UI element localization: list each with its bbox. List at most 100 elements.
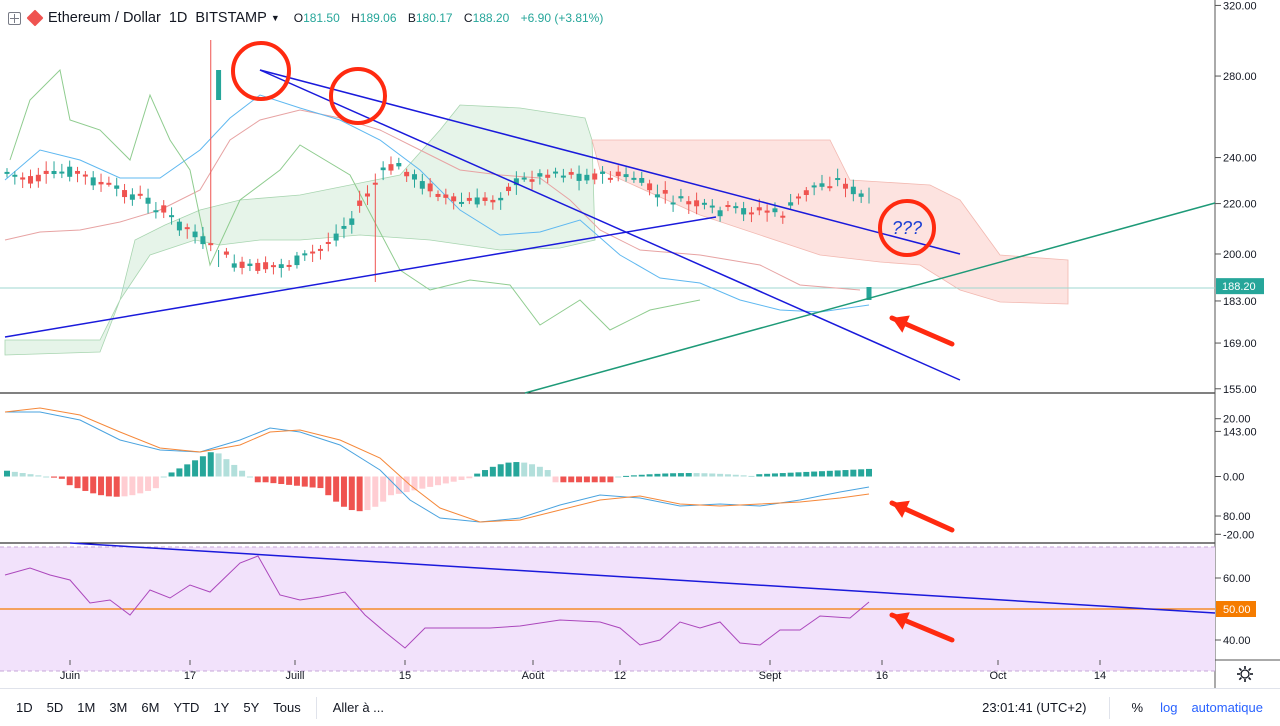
macd-histogram-bar <box>239 470 246 477</box>
macd-histogram-bar <box>811 471 818 477</box>
time-tick-label: Oct <box>989 670 1006 682</box>
candle-body <box>51 171 57 175</box>
macd-histogram-bar <box>599 476 606 483</box>
macd-histogram-bar <box>740 475 747 477</box>
macd-histogram-bar <box>270 476 277 484</box>
price-axis[interactable]: 400.00360.00320.00280.00240.00220.00200.… <box>1215 0 1264 647</box>
log-scale-toggle[interactable]: log <box>1160 700 1178 715</box>
candle-body <box>153 210 159 213</box>
candle-body <box>231 263 237 268</box>
candle-body <box>615 171 621 177</box>
macd-histogram-bar <box>121 476 128 497</box>
price-candles <box>4 40 872 300</box>
range-1y-button[interactable]: 1Y <box>213 700 230 715</box>
macd-tick-label: 20.00 <box>1223 414 1251 426</box>
candle-body <box>482 197 488 201</box>
macd-histogram-bar <box>293 476 300 486</box>
candle-body <box>278 264 284 269</box>
macd-histogram-bar <box>278 476 285 485</box>
rsi-level-label: 50.00 <box>1223 604 1251 616</box>
macd-histogram-bar <box>442 476 449 484</box>
rsi-tick-label: 40.00 <box>1223 635 1251 647</box>
descending-trendline <box>259 69 961 381</box>
macd-histogram-bar <box>638 474 645 477</box>
range-6m-button[interactable]: 6M <box>141 700 160 715</box>
macd-histogram-bar <box>160 476 167 478</box>
range-5d-button[interactable]: 5D <box>46 700 64 715</box>
candle-body <box>145 197 151 204</box>
macd-histogram-bar <box>254 476 261 483</box>
clock-readout[interactable]: 23:01:41 (UTC+2) <box>982 700 1087 715</box>
percent-scale-toggle[interactable]: % <box>1131 700 1144 715</box>
macd-histogram-bar <box>623 475 630 477</box>
candle-body <box>592 173 598 180</box>
macd-histogram-bar <box>427 476 434 487</box>
macd-histogram-bar <box>387 476 394 496</box>
candle-body <box>537 173 543 177</box>
annotation-question-mark: ??? <box>892 218 922 238</box>
candle-body <box>678 196 684 199</box>
annotation-arrow <box>889 500 955 533</box>
rsi-trendline <box>69 542 1216 614</box>
candle-body <box>529 179 535 182</box>
macd-histogram-bar <box>199 456 206 477</box>
candle-body <box>176 221 182 231</box>
candle-body <box>75 170 81 174</box>
rsi-level-badge <box>1216 601 1256 617</box>
annotation-arrow <box>889 315 955 347</box>
exchange-label[interactable]: BITSTAMP <box>195 10 267 26</box>
goto-date-button[interactable]: Aller à ... <box>332 700 385 715</box>
candle-body <box>435 193 441 197</box>
macd-histogram-bar <box>693 473 700 477</box>
chevron-down-icon[interactable]: ▼ <box>270 13 280 23</box>
legend-header[interactable]: Ethereum / Dollar 1D BITSTAMP ▼ O181.50 … <box>8 8 603 28</box>
ichimoku-cloud <box>0 104 1215 356</box>
macd-histogram-bar <box>129 476 136 496</box>
price-tick-label: 169.00 <box>1223 338 1257 350</box>
macd-histogram-bar <box>435 476 441 486</box>
macd-histogram-bar <box>403 476 410 493</box>
time-tick-label: 15 <box>399 670 411 682</box>
gear-icon[interactable] <box>1236 665 1254 683</box>
range-ytd-button[interactable]: YTD <box>173 700 200 715</box>
price-tick-label: 183.00 <box>1223 296 1257 308</box>
cloud-red <box>591 139 1069 305</box>
macd-tick-label: -20.00 <box>1223 529 1254 541</box>
macd-histogram-bar <box>858 469 865 477</box>
candle-body <box>741 208 747 215</box>
candle-body <box>513 178 519 186</box>
candle-body <box>200 236 206 245</box>
range-all-button[interactable]: Tous <box>273 700 301 715</box>
candle-body <box>686 201 692 205</box>
macd-tick-label: 0.00 <box>1223 472 1244 484</box>
symbol-title[interactable]: Ethereum / Dollar <box>48 10 161 26</box>
macd-histogram-bar <box>113 476 120 497</box>
macd-histogram-bar <box>105 476 112 497</box>
auto-scale-toggle[interactable]: automatique <box>1191 700 1263 715</box>
range-3m-button[interactable]: 3M <box>109 700 128 715</box>
candle-body <box>842 183 848 189</box>
macd-histogram-bar <box>701 473 708 477</box>
macd-line <box>5 411 870 523</box>
time-tick-label: 14 <box>1094 670 1106 682</box>
candle-body <box>748 212 754 215</box>
time-axis[interactable]: Juin 17 Juill 15 Août 12 Sept 16 Oct 14 <box>60 660 1106 682</box>
range-1d-button[interactable]: 1D <box>16 700 33 715</box>
macd-histogram-bar <box>630 475 637 477</box>
macd-histogram-bar <box>450 476 457 482</box>
interval-label[interactable]: 1D <box>168 10 188 26</box>
price-tick-label: 280.00 <box>1223 71 1257 83</box>
range-1m-button[interactable]: 1M <box>77 700 96 715</box>
candle-body <box>803 190 809 195</box>
add-symbol-icon[interactable] <box>8 11 21 25</box>
candle-body <box>623 174 629 178</box>
macd-histogram-bar <box>168 472 175 477</box>
macd-histogram-bar <box>482 470 489 477</box>
candle-body <box>694 200 700 207</box>
candle-body <box>247 263 253 266</box>
annotation-circle <box>231 41 291 101</box>
candle-body <box>411 174 417 180</box>
range-5y-button[interactable]: 5Y <box>243 700 260 715</box>
macd-histogram-bar <box>215 453 222 477</box>
